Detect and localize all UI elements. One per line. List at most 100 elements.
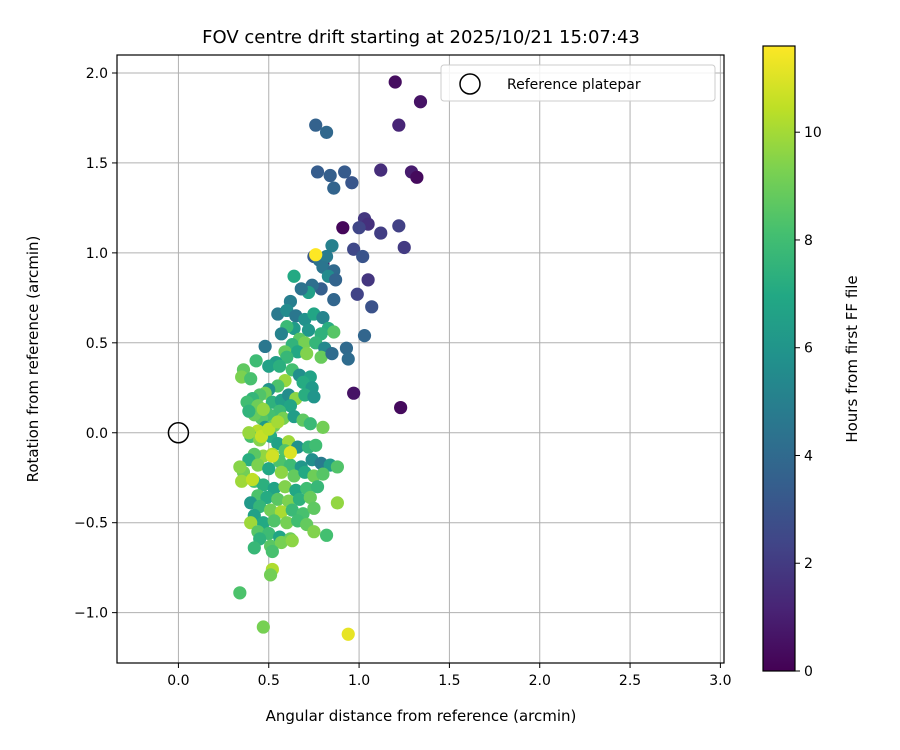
y-tick-label: 0.0 <box>86 426 108 442</box>
data-point <box>285 534 299 548</box>
data-point <box>294 282 308 296</box>
data-point <box>303 417 317 431</box>
data-point <box>325 347 339 361</box>
data-point <box>272 359 287 373</box>
data-point <box>249 354 263 368</box>
data-point <box>271 415 285 429</box>
data-point <box>338 165 352 179</box>
data-point <box>307 525 321 539</box>
data-point <box>374 226 388 240</box>
x-tick-label: 0.5 <box>258 673 280 689</box>
data-point <box>256 478 270 492</box>
data-point <box>262 422 276 436</box>
data-point <box>356 249 370 264</box>
chart-title: FOV centre drift starting at 2025/10/21 … <box>202 27 640 48</box>
x-tick-label: 1.5 <box>438 673 460 689</box>
colorbar-tick-label: 6 <box>804 341 813 357</box>
data-point <box>347 242 361 256</box>
data-point <box>292 492 307 506</box>
data-point <box>242 426 256 440</box>
data-point <box>319 528 334 542</box>
data-point <box>280 350 294 364</box>
data-point <box>330 460 344 474</box>
x-tick-label: 0.0 <box>167 673 189 689</box>
scatter-points <box>233 75 428 641</box>
colorbar-tick-label: 8 <box>804 233 813 249</box>
data-point <box>263 568 278 582</box>
colorbar-label: Hours from first FF file <box>843 275 861 442</box>
x-tick-label: 1.0 <box>348 673 370 689</box>
reference-marker-group <box>167 422 190 444</box>
data-point <box>287 269 301 283</box>
y-tick-label: 0.5 <box>86 336 108 352</box>
colorbar-gradient <box>762 45 796 672</box>
y-tick-label: −1.0 <box>74 606 108 622</box>
y-axis-ticks: −1.0 −0.5 0.0 0.5 1.0 1.5 2.0 <box>74 66 117 622</box>
data-point <box>336 221 350 235</box>
data-point <box>271 492 285 506</box>
legend-entry-label: Reference platepar <box>507 77 641 93</box>
legend-marker-icon <box>459 73 481 95</box>
data-point <box>267 481 281 496</box>
x-tick-label: 2.0 <box>529 673 551 689</box>
y-axis-label: Rotation from reference (arcmin) <box>24 236 42 483</box>
data-point <box>309 438 323 452</box>
data-point <box>361 273 375 287</box>
data-point <box>410 170 424 184</box>
data-point <box>283 399 298 413</box>
data-point <box>265 544 279 559</box>
data-point <box>307 501 321 515</box>
data-point <box>365 300 379 314</box>
legend-box <box>440 64 716 102</box>
data-point <box>350 287 364 301</box>
reference-platepar-marker <box>167 422 190 444</box>
data-point <box>328 273 343 287</box>
data-point <box>303 490 317 505</box>
data-point <box>262 359 276 373</box>
data-point <box>301 323 316 337</box>
x-tick-label: 3.0 <box>709 673 731 689</box>
data-point <box>352 221 366 235</box>
data-point <box>316 311 330 325</box>
y-tick-label: 1.0 <box>86 246 108 262</box>
x-axis-label: Angular distance from reference (arcmin) <box>266 707 577 725</box>
data-point <box>327 293 341 307</box>
data-point <box>316 420 330 434</box>
data-point <box>339 341 354 355</box>
data-point <box>244 372 258 386</box>
colorbar-tick-label: 4 <box>804 448 813 464</box>
data-point <box>274 465 288 479</box>
data-point <box>263 503 278 517</box>
data-point <box>265 449 279 463</box>
colorbar: 0 2 4 6 8 10 Hours from first FF file <box>762 45 861 680</box>
data-point <box>388 75 402 89</box>
data-point <box>260 490 274 505</box>
data-point <box>341 627 355 641</box>
data-point <box>325 239 339 253</box>
data-point <box>274 535 288 550</box>
data-point <box>307 390 321 404</box>
y-tick-label: −0.5 <box>74 516 108 532</box>
colorbar-ticks: 0 2 4 6 8 10 <box>795 125 822 680</box>
data-point <box>309 248 323 262</box>
data-point <box>319 125 334 139</box>
colorbar-tick-label: 10 <box>804 125 822 141</box>
data-point <box>247 541 261 555</box>
data-point <box>283 458 298 472</box>
data-point <box>314 350 328 364</box>
legend: Reference platepar <box>440 64 716 102</box>
data-point <box>357 329 372 343</box>
data-point <box>316 467 330 481</box>
plot-frame <box>116 54 725 664</box>
data-point <box>285 503 299 517</box>
data-point <box>347 386 361 400</box>
data-point <box>309 118 323 132</box>
data-point <box>267 514 281 528</box>
data-point <box>298 336 312 350</box>
data-point <box>278 480 292 494</box>
data-point <box>392 219 406 233</box>
data-point <box>233 586 247 600</box>
data-point <box>310 165 325 179</box>
